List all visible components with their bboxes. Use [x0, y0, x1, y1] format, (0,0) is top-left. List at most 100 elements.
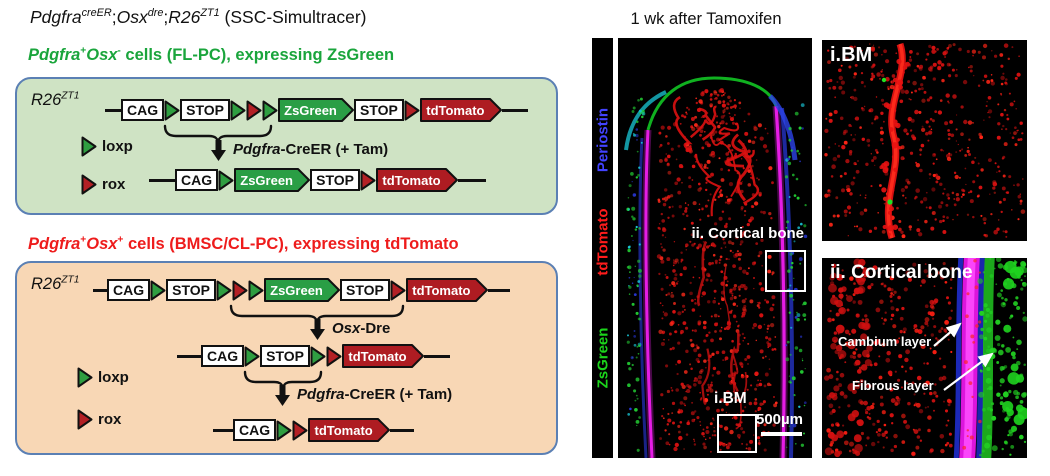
channel-label-strip: Periostin tdTomato ZsGreen	[592, 38, 613, 458]
stop-box: STOP	[310, 169, 360, 191]
bm-central-vessel	[881, 42, 910, 240]
cortical-zoom-panel: ii. Cortical bone Cambium layer Fibrous …	[822, 258, 1027, 458]
rox-icon	[246, 100, 262, 120]
reaction-label: Pdgfra-CreER (+ Tam)	[233, 141, 388, 158]
gene-arrow-label: tdTomato	[426, 102, 485, 118]
stop-box: STOP	[166, 279, 216, 301]
separator: ;	[163, 7, 169, 27]
roi-cortical-label: ii. Cortical bone	[691, 225, 804, 242]
legend-item-loxp: loxp	[77, 367, 129, 388]
reaction-label: Pdgfra-CreER (+ Tam)	[297, 386, 452, 403]
scale-label: 500µm	[756, 411, 804, 428]
dna-line	[213, 428, 233, 432]
reaction-label-rest: -Dre	[360, 320, 391, 337]
cag-box: CAG	[121, 99, 165, 121]
reaction-label-rest: -CreER (+ Tam)	[280, 141, 389, 158]
down-arrow-icon	[310, 319, 325, 345]
legend-item-rox: rox	[77, 409, 121, 430]
legend-item-rox: rox	[81, 174, 125, 195]
rox-icon	[326, 346, 342, 366]
gene-name: Pdgfra	[28, 46, 81, 64]
construct-row: CAG tdTomato	[213, 417, 415, 443]
rox-icon	[404, 100, 420, 120]
loxp-icon	[150, 280, 166, 300]
zsgreen-arrow: ZsGreen	[278, 98, 354, 122]
gene-name: Osx	[86, 46, 118, 64]
construct-row: CAG STOP tdTomato	[177, 343, 450, 369]
stop-box: STOP	[340, 279, 390, 301]
scale-bar	[761, 432, 802, 436]
rox-icon	[232, 280, 248, 300]
rox-icon	[292, 420, 308, 440]
plus-superscript: +	[80, 45, 87, 57]
reaction-gene-name: Pdgfra	[297, 386, 345, 403]
loxp-icon	[248, 280, 264, 300]
allele-superscript: dre	[147, 7, 164, 20]
gene-name: Osx	[86, 235, 118, 253]
rox-icon	[81, 174, 97, 195]
gene-name: R26	[168, 7, 201, 27]
loxp-icon	[276, 420, 292, 440]
trabecular-vessels	[672, 96, 760, 430]
tdtomato-arrow: tdTomato	[308, 418, 391, 442]
loxp-icon	[216, 280, 232, 300]
fibrous-layer-label: Fibrous layer	[852, 378, 934, 393]
separator: ;	[111, 7, 117, 27]
cag-box: CAG	[175, 169, 219, 191]
down-arrow-icon	[211, 140, 226, 166]
roi-box-cortical	[765, 250, 806, 292]
gene-arrow-label: tdTomato	[382, 172, 441, 188]
gene-name: Osx	[116, 7, 148, 27]
gene-arrow-label: ZsGreen	[284, 102, 337, 118]
tdtomato-arrow: tdTomato	[419, 98, 502, 122]
dna-line	[93, 288, 107, 292]
gene-arrow-label: ZsGreen	[240, 172, 293, 188]
allele-superscript: ZT1	[200, 7, 220, 20]
allele-label: R26ZT1	[31, 275, 79, 294]
fl-heading: Pdgfra+Osx- cells (FL-PC), expressing Zs…	[28, 46, 394, 65]
gene-arrow-label: ZsGreen	[270, 282, 323, 298]
stop-box: STOP	[354, 99, 404, 121]
zsgreen-arrow: ZsGreen	[234, 168, 311, 192]
heading-rest: cells (FL-PC), expressing ZsGreen	[120, 46, 395, 64]
gene-name: Pdgfra	[30, 7, 82, 27]
rox-icon	[390, 280, 406, 300]
cortical-panel-title: ii. Cortical bone	[830, 262, 973, 283]
periosteum-speckles	[626, 97, 808, 452]
tdtomato-arrow: tdTomato	[342, 344, 424, 368]
loxp-icon	[77, 367, 93, 388]
rox-icon	[360, 170, 376, 190]
allele-label: R26ZT1	[31, 91, 79, 110]
cortical-image	[824, 258, 1027, 458]
dna-line	[105, 108, 121, 112]
dna-line	[458, 178, 486, 182]
stop-box: STOP	[180, 99, 230, 121]
zsgreen-arrow: ZsGreen	[264, 278, 340, 302]
construct-row: CAG STOP ZsGreen STOP tdTomato	[105, 97, 528, 123]
title-suffix: (SSC-Simultracer)	[219, 7, 367, 27]
roi-bm-label: i.BM	[714, 390, 747, 407]
stop-box: STOP	[260, 345, 310, 367]
channel-label-periostin: Periostin	[594, 107, 611, 173]
loxp-icon	[244, 346, 260, 366]
down-arrow-icon	[275, 385, 290, 411]
legend-label: loxp	[98, 369, 129, 386]
legend-label: rox	[102, 176, 126, 193]
dna-line	[501, 108, 528, 112]
roi-box-bm	[717, 414, 757, 453]
legend-label: rox	[98, 411, 122, 428]
gene-arrow-label: tdTomato	[412, 282, 471, 298]
cortical-line-left	[638, 129, 656, 458]
annotation-arrows	[933, 322, 994, 391]
osx-construct-box: R26ZT1 CAG STOP ZsGreen STOP tdTomato CAG STOP…	[15, 261, 558, 455]
dna-line	[149, 178, 175, 182]
construct-row: CAG ZsGreen STOP tdTomato	[149, 167, 486, 193]
legend-label: loxp	[102, 138, 133, 155]
cambium-layer-label: Cambium layer	[838, 334, 932, 349]
bm-red-speckles	[824, 43, 1026, 239]
tdtomato-arrow: tdTomato	[405, 278, 488, 302]
loxp-icon	[310, 346, 326, 366]
allele-superscript: ZT1	[61, 90, 80, 102]
allele-superscript: ZT1	[61, 274, 80, 286]
